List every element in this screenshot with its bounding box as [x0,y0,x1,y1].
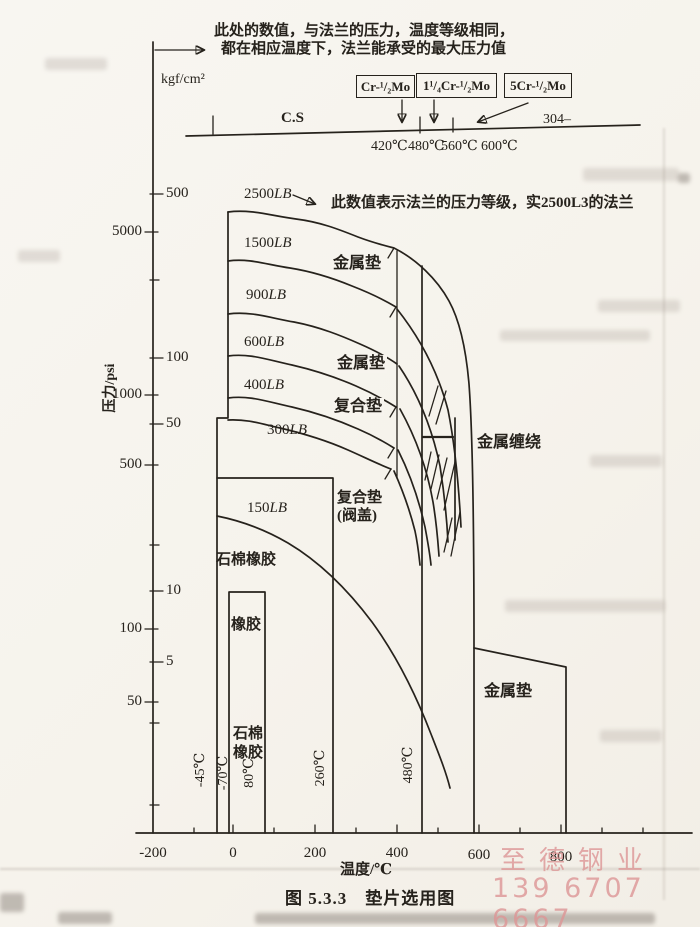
bleed-through-mark [500,330,650,341]
steel-grade-scale-line [185,99,641,137]
y-kgf-tick-5: 5 [166,653,174,669]
class-num: 2500 [244,186,274,202]
watermark-company: 至德钢业 [500,846,657,876]
class-num: 600 [244,334,267,350]
header-note-line2: 都在相应温度下，法兰能承受的最大压力值 [221,41,507,57]
material-box-cr-mo: Cr-¹/₂Mo [356,75,415,98]
region-asbestos-rubber: 石棉橡胶 [216,552,277,568]
bleed-through-mark [600,730,662,742]
steel-temp-480: 480℃ [408,139,445,154]
class-unit: LB [274,186,292,202]
bleed-through-mark [590,455,662,467]
class-note-text: 此数值表示法兰的压力等级，实2500L3的法兰 [331,195,634,211]
region-composite-gasket: 复合垫 [332,398,385,417]
class-note-arrow [292,194,315,204]
region-metal-gasket-mid: 金属垫 [335,355,388,374]
y-psi-tick-50: 50 [127,693,142,709]
x-tick-200: 200 [303,845,327,861]
bleed-through-mark [678,173,690,183]
y-kgf-tick-100: 100 [166,349,189,365]
region-spiral-wound: 金属缠绕 [477,434,542,451]
region-asbestos-rubber-low: 石棉 橡胶 [233,725,263,763]
region-composite-bonnet-line2: (阀盖) [337,508,377,524]
bleed-table-rule [663,128,665,900]
flange-class-curves [216,210,567,834]
y-kgf-tick-50: 50 [166,415,181,431]
bleed-through-mark [18,250,60,262]
class-num: 300 [267,422,290,438]
region-composite-bonnet: 复合垫 (阀盖) [337,489,382,525]
material-box-label: Cr-¹/₂Mo [360,78,411,94]
bleed-through-mark [45,58,107,70]
region-metal-gasket-top: 金属垫 [331,255,384,274]
material-box-1-25cr-mo: 1¹/₄Cr-¹/₂Mo [416,73,497,98]
temp-limit-80: 80℃ [241,758,257,788]
y-kgf-tick-10: 10 [166,582,181,598]
class-label-400: 400LB [244,377,284,394]
region-asbestos-line2: 橡胶 [233,745,264,761]
header-note-line1: 此处的数值，与法兰的压力，温度等级相同， [214,23,515,39]
x-tick-400: 400 [385,845,409,861]
spiral-wound-hatch [421,385,461,557]
x-tick-800: 800 [549,849,573,865]
kgf-unit-label: kgf/cm² [161,72,205,87]
x-axis-title: 温度/℃ [340,862,393,878]
y-psi-tick-500: 500 [119,456,143,472]
region-composite-bonnet-line1: 复合垫 [337,490,383,506]
figure-caption: 图 5.3.3 垫片选用图 [285,889,456,908]
x-tick-minus200: -200 [139,845,167,861]
steel-temp-600: 600℃ [481,139,518,154]
bleed-through-mark [598,300,680,312]
class-num: 1500 [244,235,274,251]
region-asbestos-line1: 石棉 [233,726,264,742]
temp-limit-minus70: -70℃ [215,755,231,791]
watermark-phone: 139 6707 6667 [492,873,645,927]
class-num: 400 [244,377,267,393]
class-unit: LB [269,500,288,516]
x-tick-0: 0 [229,845,237,861]
y-axis-title: 压力/psi [102,363,118,413]
ss304-label: 304– [543,112,571,127]
temp-limit-260: 260℃ [312,749,328,787]
region-rubber: 橡胶 [231,617,262,633]
class-unit: LB [266,377,285,393]
region-metal-gasket-high-temp: 金属垫 [484,683,533,700]
carbon-steel-label: C.S [281,110,304,126]
y-psi-tick-100: 100 [119,620,143,636]
bleed-through-mark [58,912,112,924]
class-label-600: 600LB [244,334,284,351]
class-label-2500: 2500LB [244,186,292,203]
axes [135,41,693,834]
class-unit: LB [274,235,292,251]
material-box-label: 5Cr-¹/₂Mo [510,77,566,93]
bleed-through-mark [583,168,679,181]
class-label-1500: 1500LB [244,235,292,252]
class-label-900: 900LB [246,287,286,304]
material-box-label: 1¹/₄Cr-¹/₂Mo [422,77,491,93]
x-tick-600: 600 [467,847,491,863]
page-fold-line [0,868,700,870]
material-box-5cr-mo: 5Cr-¹/₂Mo [504,73,572,98]
temp-limit-480: 480℃ [400,746,416,784]
bleed-through-mark [255,913,655,924]
y-kgf-tick-500: 500 [166,185,189,201]
class-unit: LB [268,287,287,303]
class-unit: LB [266,334,285,350]
steel-temp-560: 560℃ [441,139,478,154]
steel-temp-420: 420℃ [371,139,408,154]
class-unit: LB [289,422,308,438]
class-num: 900 [246,287,269,303]
class-label-150: 150LB [247,500,287,517]
bleed-through-mark [0,893,24,912]
class-label-300: 300LB [267,422,307,439]
temp-limit-minus45: -45℃ [192,752,208,788]
bleed-through-mark [505,600,665,612]
y-psi-tick-5000: 5000 [112,223,142,239]
class-num: 150 [247,500,270,516]
y-psi-tick-1000: 1000 [112,386,142,402]
